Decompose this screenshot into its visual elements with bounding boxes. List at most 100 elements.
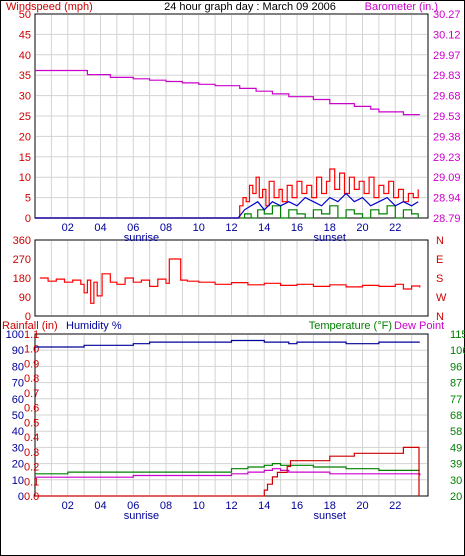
windspeed-tick-label: 45 xyxy=(19,29,31,41)
windspeed-tick-label: 50 xyxy=(19,9,31,21)
chart-title: 24 hour graph day : March 09 2006 xyxy=(164,1,336,13)
rainfall-tick-label: 0.5 xyxy=(24,417,39,429)
windspeed-tick-label: 30 xyxy=(19,91,31,103)
barometer-tick-label: 29.09 xyxy=(433,172,461,184)
x-tick-label: 14 xyxy=(258,500,270,512)
rainfall-tick-label: 0.3 xyxy=(24,447,39,459)
compass-label: E xyxy=(436,254,443,266)
compass-label: W xyxy=(436,292,447,304)
x-tick-label: 16 xyxy=(291,222,303,234)
temperature-tick-label: 58 xyxy=(450,426,462,438)
windspeed-tick-label: 25 xyxy=(19,111,31,123)
humidity-tick-label: 30 xyxy=(12,442,24,454)
rainfall-tick-label: 1.1 xyxy=(24,329,39,341)
rainfall-axis-label: Rainfall (in) xyxy=(2,320,58,332)
temperature-tick-label: 49 xyxy=(450,442,462,454)
sunset-label: sunset xyxy=(314,232,346,244)
barometer-tick-label: 29.23 xyxy=(433,152,461,164)
rainfall-tick-label: 0.2 xyxy=(24,462,39,474)
direction-tick-label: 180 xyxy=(13,273,31,285)
rainfall-tick-label: 0.0 xyxy=(24,491,39,503)
humidity-tick-label: 70 xyxy=(12,378,24,390)
windspeed-tick-label: 20 xyxy=(19,131,31,143)
rainfall-tick-label: 0.4 xyxy=(24,432,39,444)
x-tick-label: 04 xyxy=(94,222,106,234)
wind-direction-line xyxy=(39,258,421,304)
x-tick-label: 10 xyxy=(193,500,205,512)
rainfall-tick-label: 0.7 xyxy=(24,388,39,400)
x-tick-label: 02 xyxy=(62,222,74,234)
sunset-label: sunset xyxy=(314,510,346,522)
humidity-tick-label: 100 xyxy=(6,329,24,341)
temperature-tick-label: 87 xyxy=(450,378,462,390)
dew-point-line xyxy=(35,468,421,478)
x-tick-label: 18 xyxy=(324,222,336,234)
humidity-tick-label: 10 xyxy=(12,475,24,487)
windspeed-tick-label: 15 xyxy=(19,152,31,164)
humidity-tick-label: 80 xyxy=(12,361,24,373)
x-tick-label: 18 xyxy=(324,500,336,512)
humidity-tick-label: 20 xyxy=(12,459,24,471)
x-tick-label: 02 xyxy=(62,500,74,512)
direction-tick-label: 0 xyxy=(25,311,31,323)
compass-label: N xyxy=(436,311,444,323)
wind-gust-line xyxy=(35,168,419,219)
x-tick-label: 22 xyxy=(389,222,401,234)
dew-point-axis-label: Dew Point xyxy=(394,320,444,332)
barometer-tick-label: 29.83 xyxy=(433,70,461,82)
barometer-tick-label: 29.97 xyxy=(433,50,461,62)
humidity-tick-label: 60 xyxy=(12,394,24,406)
temperature-tick-label: 77 xyxy=(450,394,462,406)
sunrise-label: sunrise xyxy=(124,510,159,522)
barometer-tick-label: 28.79 xyxy=(433,213,461,225)
x-tick-label: 08 xyxy=(160,500,172,512)
x-tick-label: 14 xyxy=(258,222,270,234)
temperature-tick-label: 30 xyxy=(450,475,462,487)
temperature-line xyxy=(35,463,420,475)
barometer-tick-label: 30.27 xyxy=(433,9,461,21)
compass-label: S xyxy=(436,273,443,285)
rainfall-tick-label: 0.9 xyxy=(24,358,39,370)
rainfall-tick-label: 0.1 xyxy=(24,476,39,488)
x-tick-label: 20 xyxy=(356,500,368,512)
humidity-tick-label: 50 xyxy=(12,410,24,422)
x-tick-label: 16 xyxy=(291,500,303,512)
direction-tick-label: 270 xyxy=(13,254,31,266)
direction-tick-label: 360 xyxy=(13,235,31,247)
rainfall-tick-label: 1.0 xyxy=(24,344,39,356)
barometer-tick-label: 28.94 xyxy=(433,193,461,205)
barometer-tick-label: 29.53 xyxy=(433,111,461,123)
humidity-line xyxy=(35,339,420,348)
barometer-tick-label: 30.12 xyxy=(433,29,461,41)
temperature-axis-label: Temperature (°F) xyxy=(309,320,392,332)
temperature-tick-label: 39 xyxy=(450,459,462,471)
x-tick-label: 04 xyxy=(94,500,106,512)
temperature-tick-label: 115 xyxy=(450,329,465,341)
compass-label: N xyxy=(436,235,444,247)
sunrise-label: sunrise xyxy=(124,232,159,244)
barometer-tick-label: 29.68 xyxy=(433,91,461,103)
windspeed-tick-label: 35 xyxy=(19,70,31,82)
x-tick-label: 22 xyxy=(389,500,401,512)
rainfall-tick-label: 0.6 xyxy=(24,403,39,415)
x-tick-label: 10 xyxy=(193,222,205,234)
x-tick-label: 06 xyxy=(127,222,139,234)
temperature-tick-label: 96 xyxy=(450,361,462,373)
humidity-tick-label: 40 xyxy=(12,426,24,438)
barometer-line xyxy=(35,69,420,116)
wind-min-line xyxy=(35,205,419,219)
temperature-tick-label: 106 xyxy=(450,345,465,357)
windspeed-tick-label: 40 xyxy=(19,50,31,62)
x-tick-label: 08 xyxy=(160,222,172,234)
x-tick-label: 12 xyxy=(225,222,237,234)
windspeed-tick-label: 5 xyxy=(25,193,31,205)
wind-avg-line xyxy=(35,192,419,219)
windspeed-tick-label: 0 xyxy=(25,213,31,225)
temperature-tick-label: 68 xyxy=(450,410,462,422)
windspeed-tick-label: 10 xyxy=(19,172,31,184)
barometer-tick-label: 29.38 xyxy=(433,131,461,143)
x-tick-label: 06 xyxy=(127,500,139,512)
temperature-tick-label: 20 xyxy=(450,491,462,503)
barometer-axis-label: Barometer (in.) xyxy=(365,1,438,13)
